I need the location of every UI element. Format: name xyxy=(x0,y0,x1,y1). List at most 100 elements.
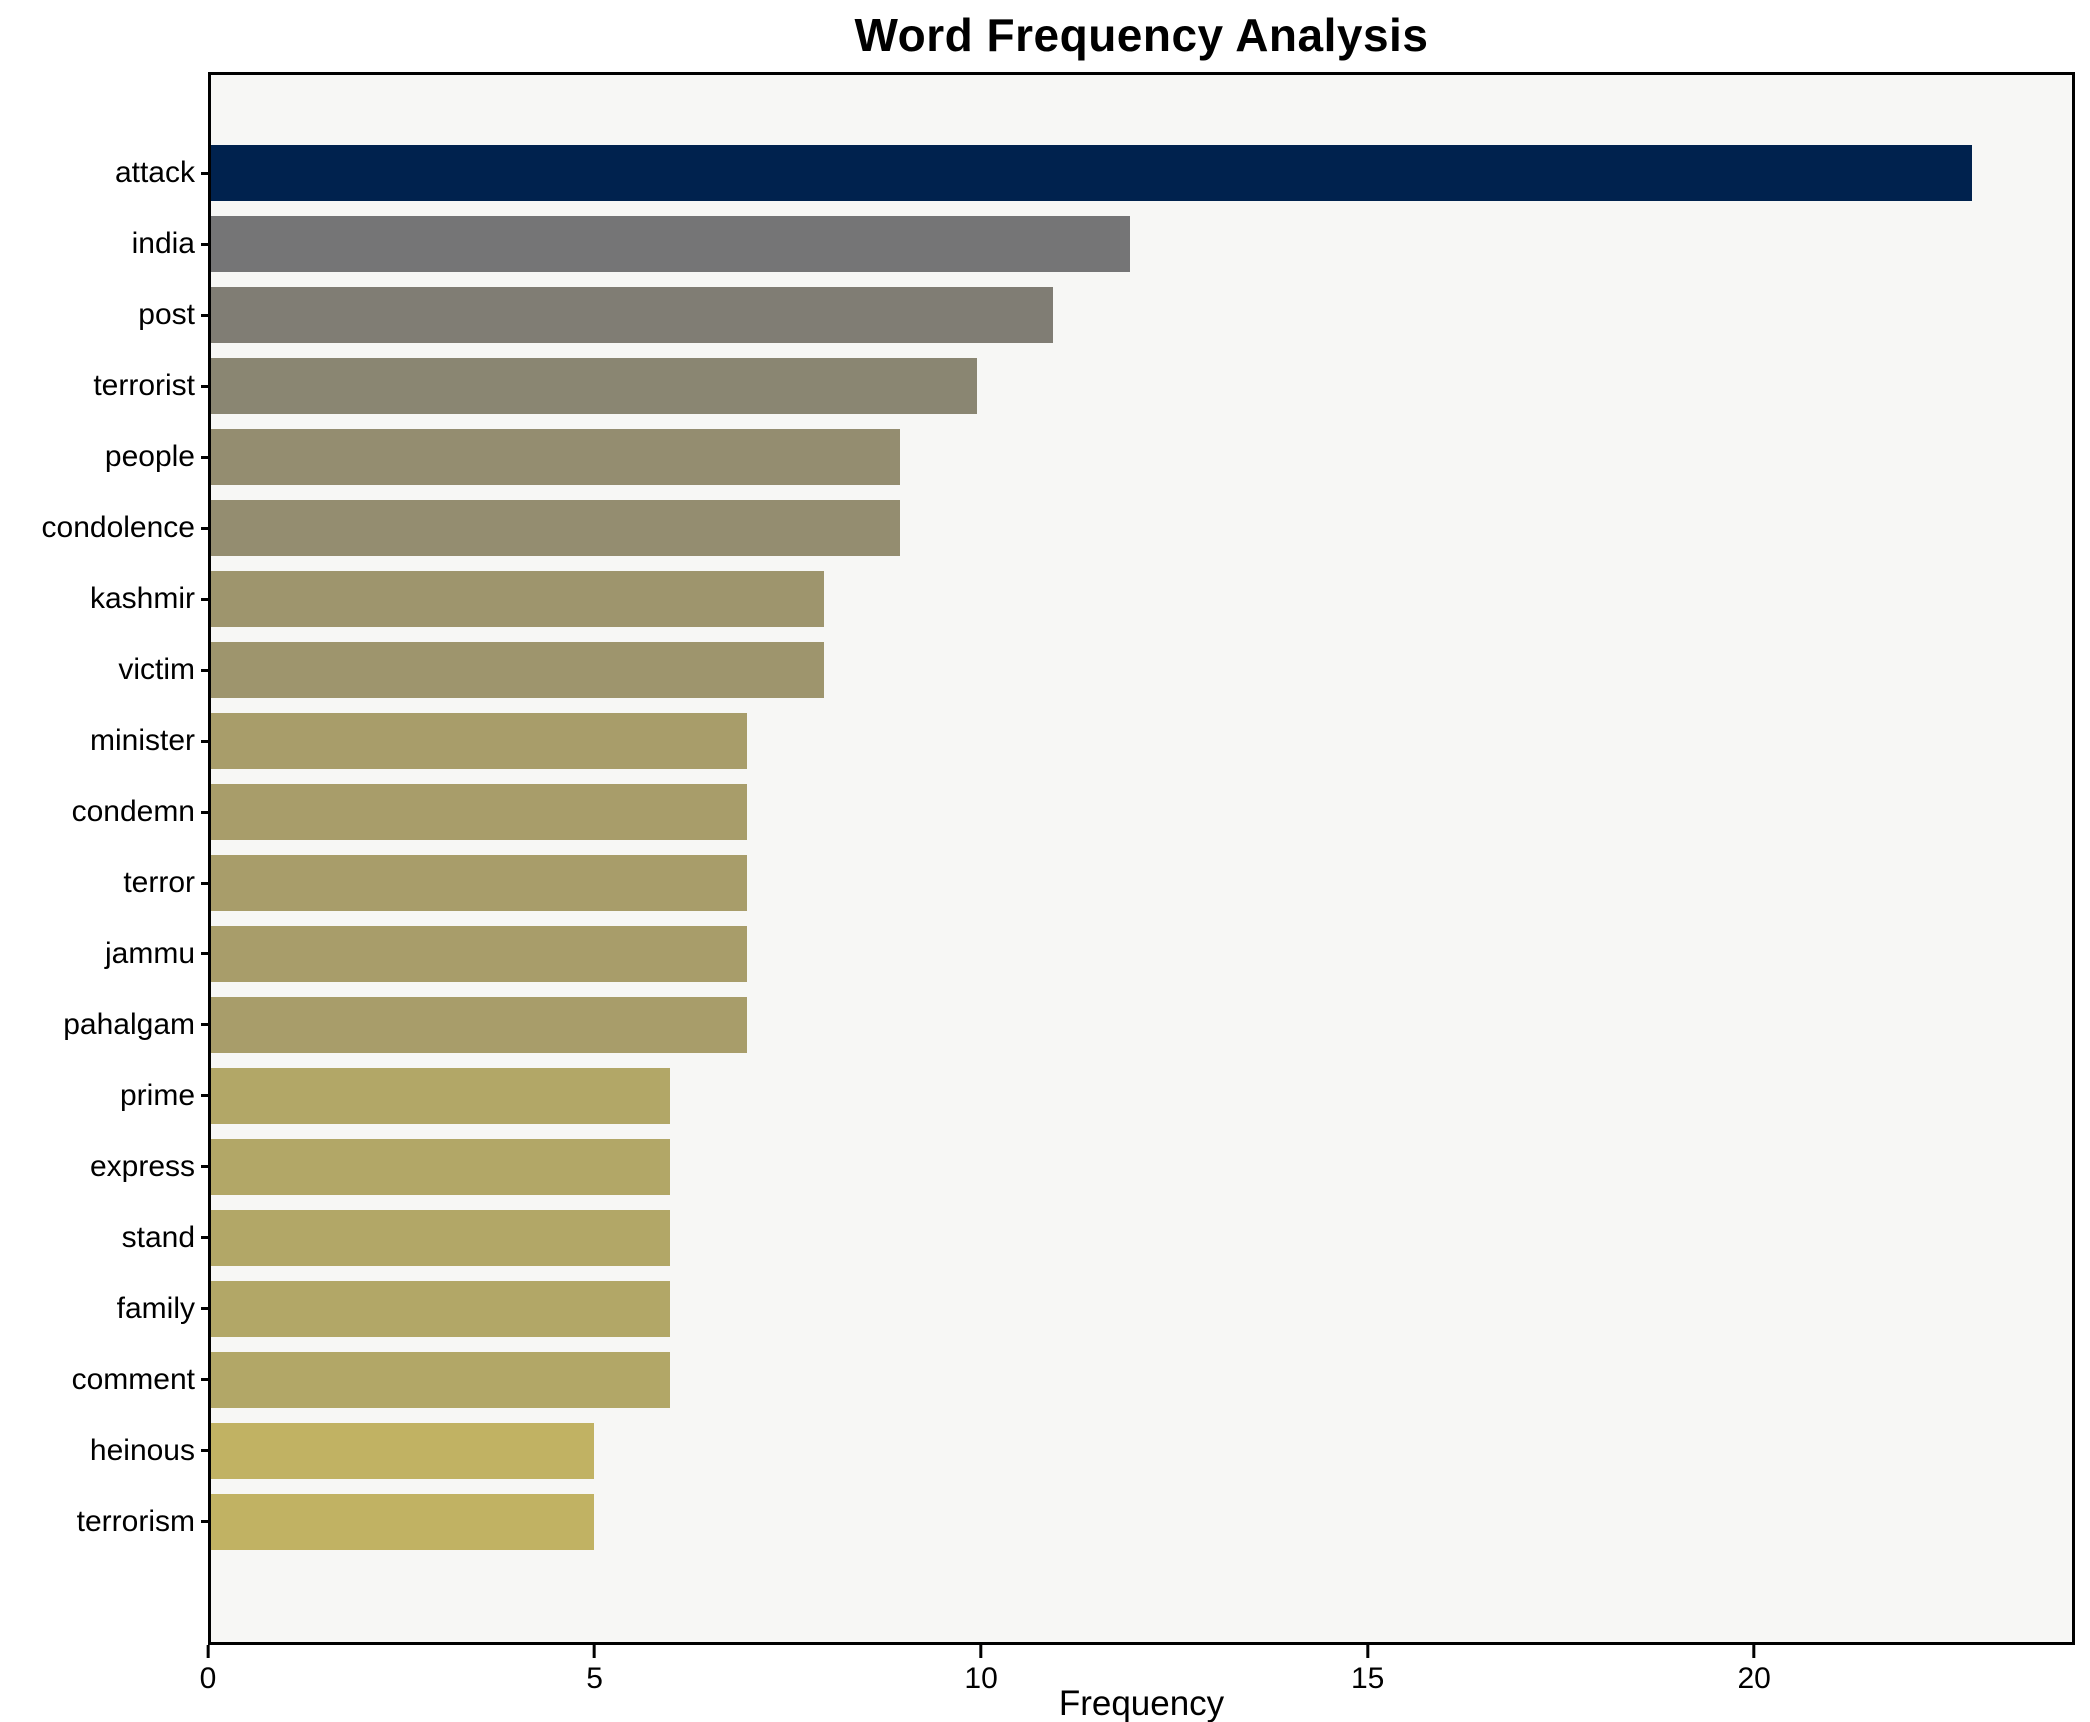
y-tick-mark xyxy=(201,1449,211,1453)
bar-track xyxy=(211,216,2060,273)
x-tick-mark xyxy=(1752,1645,1756,1658)
bar-row: people xyxy=(0,422,2075,493)
bar-track xyxy=(211,429,2060,486)
y-tick-label: family xyxy=(116,1291,195,1325)
bar-row: india xyxy=(0,209,2075,280)
bar-row: heinous xyxy=(0,1415,2075,1486)
bar-row: pahalgam xyxy=(0,989,2075,1060)
bar-row: terrorism xyxy=(0,1486,2075,1557)
x-tick: 5 xyxy=(586,1645,603,1696)
y-tick-label: minister xyxy=(89,724,195,758)
bar-minister xyxy=(211,713,747,770)
bar-terror xyxy=(211,855,747,911)
y-tick-label: terrorist xyxy=(93,369,195,403)
bar-row: prime xyxy=(0,1060,2075,1131)
y-tick-label: kashmir xyxy=(89,582,195,616)
x-tick-mark xyxy=(593,1645,597,1658)
y-tick-label: prime xyxy=(119,1078,195,1112)
bar-row: minister xyxy=(0,706,2075,777)
bar-track xyxy=(211,287,2060,344)
y-tick-label: pahalgam xyxy=(63,1007,195,1041)
bar-row: victim xyxy=(0,635,2075,706)
bar-stand xyxy=(211,1209,671,1266)
y-tick-label: stand xyxy=(121,1220,195,1254)
x-tick: 0 xyxy=(199,1645,217,1696)
y-tick-mark xyxy=(201,739,211,743)
bar-express xyxy=(211,1138,671,1195)
bar-india xyxy=(211,216,1130,273)
x-axis: 0 5 10 15 20 xyxy=(200,1645,2075,1705)
y-tick-mark xyxy=(201,952,211,956)
bar-track xyxy=(211,713,2060,770)
y-tick-label: heinous xyxy=(89,1433,195,1467)
y-tick-mark xyxy=(201,597,211,601)
y-tick-label: terror xyxy=(123,866,195,899)
bar-rows: attack india post terrorist people condolence… xyxy=(0,138,2075,1557)
bar-track xyxy=(211,358,2060,415)
y-tick-label: condemn xyxy=(71,795,195,829)
y-tick-mark xyxy=(201,455,211,459)
x-tick-label: 10 xyxy=(964,1662,998,1695)
bar-row: family xyxy=(0,1273,2075,1344)
bar-track xyxy=(211,500,2060,557)
x-tick: 10 xyxy=(964,1645,998,1696)
y-tick-label: victim xyxy=(118,653,195,687)
y-tick-label: condolence xyxy=(41,511,195,545)
y-tick-label: terrorism xyxy=(76,1504,195,1538)
y-tick-mark xyxy=(201,810,211,814)
y-tick-mark xyxy=(201,171,211,175)
x-tick-label: 15 xyxy=(1350,1662,1385,1695)
x-tick-label: 5 xyxy=(586,1662,603,1695)
y-tick-mark xyxy=(201,881,211,885)
bar-victim xyxy=(211,642,824,699)
y-tick-label: people xyxy=(104,440,195,474)
y-tick-label: comment xyxy=(71,1362,195,1396)
bar-row: stand xyxy=(0,1202,2075,1273)
x-tick-label: 20 xyxy=(1737,1662,1771,1695)
bar-comment xyxy=(211,1351,671,1408)
y-tick-label: attack xyxy=(114,156,195,190)
bar-pahalgam xyxy=(211,996,747,1053)
x-tick: 15 xyxy=(1351,1645,1384,1696)
bar-heinous xyxy=(211,1422,594,1479)
bar-track xyxy=(211,1422,2060,1479)
y-tick-label: express xyxy=(89,1149,195,1183)
y-tick-label: india xyxy=(131,227,195,261)
bar-prime xyxy=(211,1067,671,1124)
bar-row: kashmir xyxy=(0,564,2075,635)
x-tick-mark xyxy=(979,1645,983,1658)
x-tick-mark xyxy=(1366,1645,1370,1658)
bar-row: condemn xyxy=(0,777,2075,848)
bar-row: jammu xyxy=(0,918,2075,989)
x-tick-label: 0 xyxy=(199,1662,217,1695)
y-tick-mark xyxy=(201,668,211,672)
bar-track xyxy=(211,784,2060,841)
chart-title: Word Frequency Analysis xyxy=(854,9,1429,61)
bar-track xyxy=(211,1209,2060,1266)
bar-family xyxy=(211,1280,671,1337)
y-tick-label: jammu xyxy=(104,936,195,970)
bar-track xyxy=(211,1280,2060,1337)
y-tick-mark xyxy=(201,1520,211,1524)
x-tick: 20 xyxy=(1737,1645,1771,1696)
bar-terrorist xyxy=(211,358,977,415)
bar-row: comment xyxy=(0,1344,2075,1415)
bar-track xyxy=(211,925,2060,982)
bar-row: attack xyxy=(0,138,2075,209)
x-tick-mark xyxy=(206,1645,210,1658)
bar-attack xyxy=(211,145,1972,202)
y-tick-mark xyxy=(201,1023,211,1027)
bar-row: condolence xyxy=(0,493,2075,564)
bar-track xyxy=(211,642,2060,699)
bar-track xyxy=(211,1493,2060,1550)
y-tick-mark xyxy=(201,384,211,388)
y-tick-mark xyxy=(201,242,211,246)
bar-track xyxy=(211,145,2060,202)
bar-post xyxy=(211,287,1054,344)
bar-condolence xyxy=(211,500,901,557)
x-axis-label: Frequency xyxy=(1058,1684,1225,1722)
bar-row: express xyxy=(0,1131,2075,1202)
y-tick-mark xyxy=(201,526,211,530)
bar-track xyxy=(211,571,2060,628)
